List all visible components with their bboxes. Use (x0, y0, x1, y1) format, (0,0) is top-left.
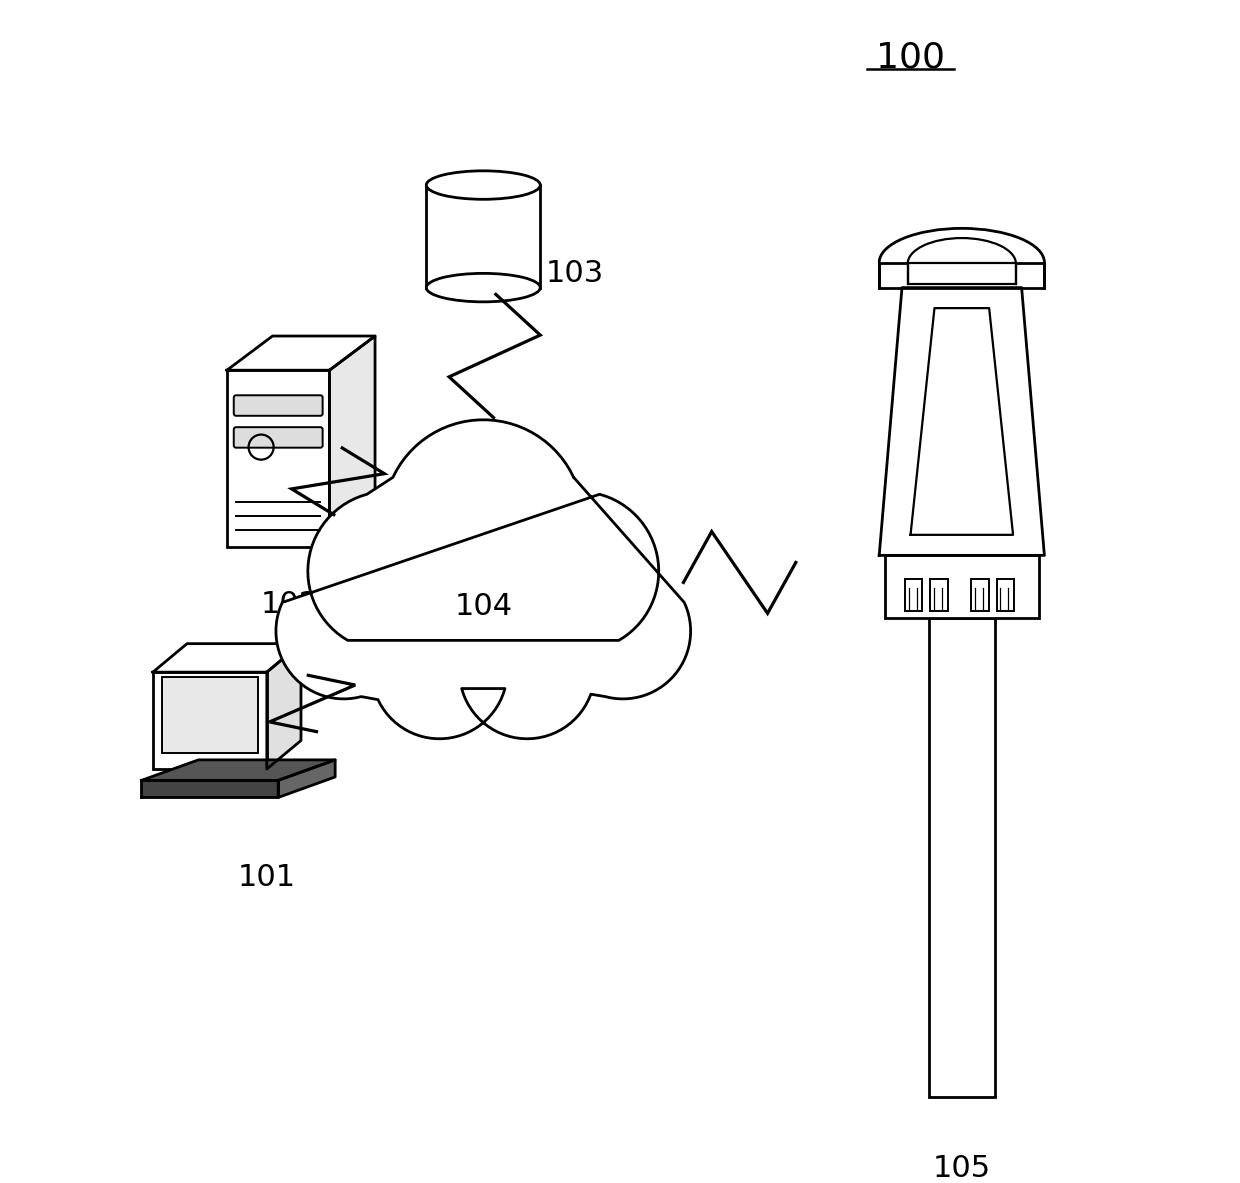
Polygon shape (278, 759, 335, 797)
Polygon shape (141, 759, 335, 781)
Polygon shape (141, 781, 278, 797)
Text: 102: 102 (260, 589, 319, 619)
Bar (930, 580, 947, 612)
Text: 100: 100 (875, 40, 945, 75)
Bar (971, 580, 988, 612)
Polygon shape (153, 644, 301, 672)
Bar (427, 185, 541, 287)
Bar (879, 263, 1044, 287)
Bar (908, 263, 1016, 284)
Text: 105: 105 (932, 1153, 991, 1183)
Text: 103: 103 (546, 259, 604, 289)
Bar (905, 580, 923, 612)
Bar (929, 618, 994, 1097)
Ellipse shape (427, 273, 541, 302)
Bar (885, 555, 1039, 618)
Polygon shape (277, 420, 691, 739)
Text: 101: 101 (238, 862, 296, 892)
Bar (227, 370, 330, 547)
Bar (997, 580, 1013, 612)
Ellipse shape (427, 170, 541, 199)
Bar (153, 672, 267, 769)
Text: 104: 104 (454, 593, 512, 621)
Bar (162, 677, 258, 754)
Polygon shape (330, 336, 374, 547)
FancyBboxPatch shape (234, 395, 322, 415)
FancyBboxPatch shape (234, 427, 322, 447)
Polygon shape (227, 336, 374, 370)
Polygon shape (879, 287, 1044, 555)
Polygon shape (267, 644, 301, 769)
Polygon shape (910, 308, 1013, 535)
